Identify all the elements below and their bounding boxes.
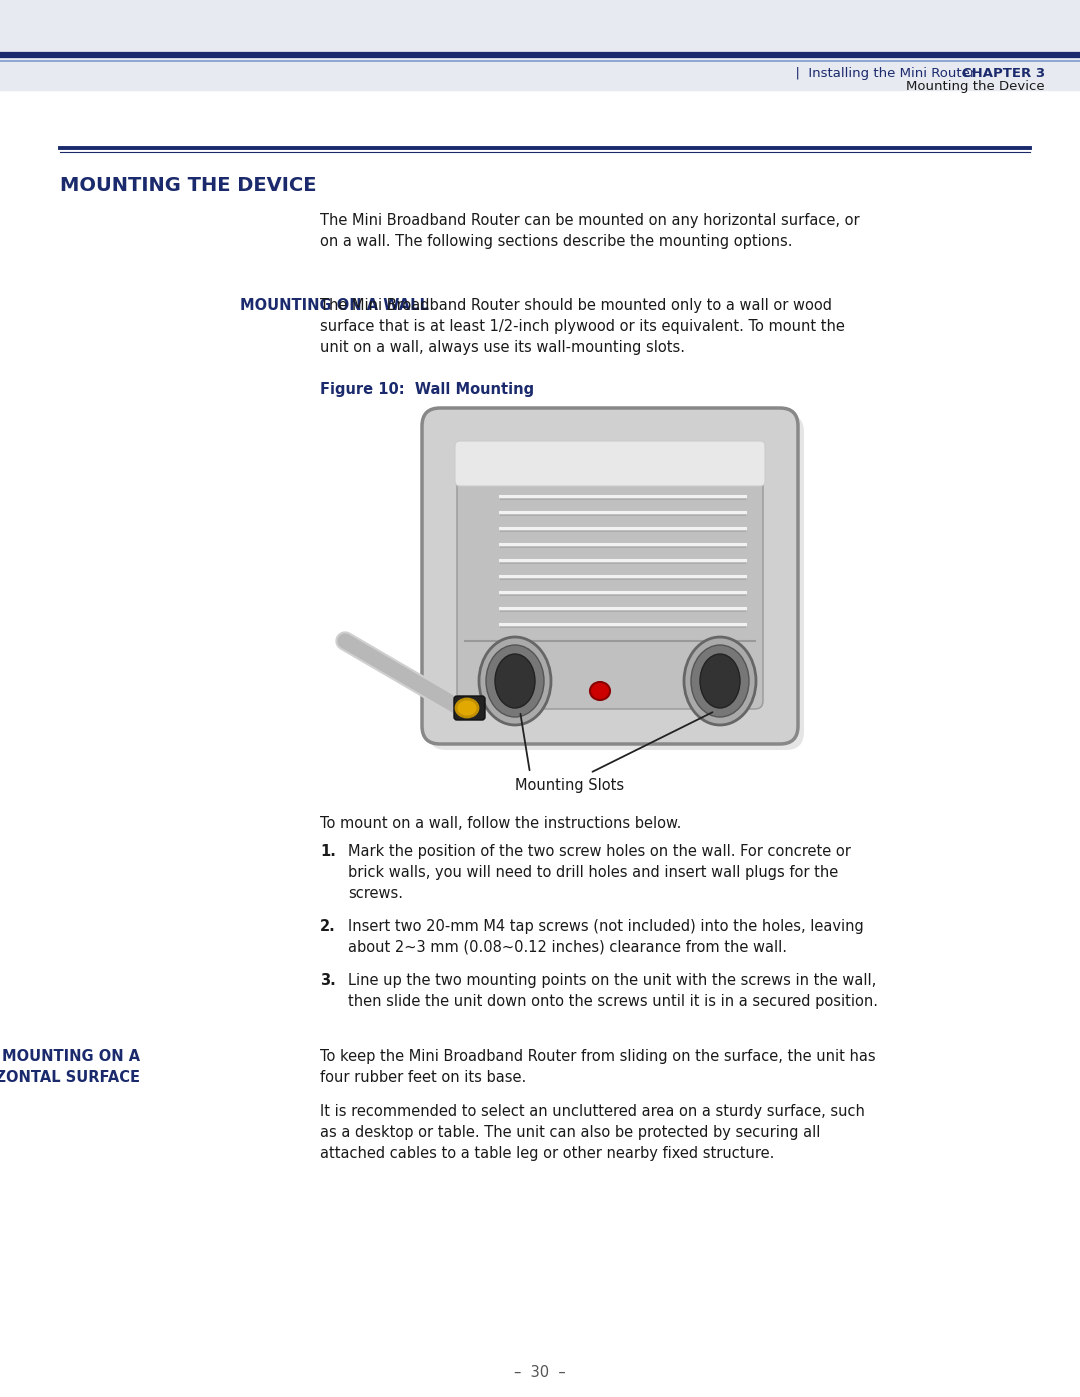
FancyBboxPatch shape <box>454 696 485 719</box>
Ellipse shape <box>700 654 740 708</box>
Text: 1.: 1. <box>320 844 336 859</box>
Text: To keep the Mini Broadband Router from sliding on the surface, the unit has: To keep the Mini Broadband Router from s… <box>320 1049 876 1065</box>
Text: Mark the position of the two screw holes on the wall. For concrete or: Mark the position of the two screw holes… <box>348 844 851 859</box>
Ellipse shape <box>495 654 535 708</box>
Ellipse shape <box>480 637 551 725</box>
Text: |  Installing the Mini Router: | Installing the Mini Router <box>786 67 975 80</box>
FancyBboxPatch shape <box>457 443 762 710</box>
Text: brick walls, you will need to drill holes and insert wall plugs for the: brick walls, you will need to drill hole… <box>348 865 838 880</box>
Text: MOUNTING THE DEVICE: MOUNTING THE DEVICE <box>60 176 316 196</box>
Text: as a desktop or table. The unit can also be protected by securing all: as a desktop or table. The unit can also… <box>320 1125 821 1140</box>
Text: MOUNTING ON A WALL: MOUNTING ON A WALL <box>240 298 429 313</box>
Ellipse shape <box>456 698 478 717</box>
Text: CHAPTER 3: CHAPTER 3 <box>962 67 1045 80</box>
Text: screws.: screws. <box>348 886 403 901</box>
Text: HORIZONTAL SURFACE: HORIZONTAL SURFACE <box>0 1070 140 1085</box>
Text: To mount on a wall, follow the instructions below.: To mount on a wall, follow the instructi… <box>320 816 681 831</box>
FancyBboxPatch shape <box>422 408 798 745</box>
Text: then slide the unit down onto the screws until it is in a secured position.: then slide the unit down onto the screws… <box>348 995 878 1009</box>
Text: on a wall. The following sections describe the mounting options.: on a wall. The following sections descri… <box>320 235 793 249</box>
Text: –  30  –: – 30 – <box>514 1365 566 1380</box>
Text: 2.: 2. <box>320 919 336 935</box>
Text: It is recommended to select an uncluttered area on a sturdy surface, such: It is recommended to select an unclutter… <box>320 1104 865 1119</box>
Text: about 2~3 mm (0.08~0.12 inches) clearance from the wall.: about 2~3 mm (0.08~0.12 inches) clearanc… <box>348 940 787 956</box>
Ellipse shape <box>486 645 544 717</box>
Text: attached cables to a table leg or other nearby fixed structure.: attached cables to a table leg or other … <box>320 1146 774 1161</box>
Text: unit on a wall, always use its wall-mounting slots.: unit on a wall, always use its wall-moun… <box>320 339 685 355</box>
Text: four rubber feet on its base.: four rubber feet on its base. <box>320 1070 526 1085</box>
Text: The Mini Broadband Router can be mounted on any horizontal surface, or: The Mini Broadband Router can be mounted… <box>320 212 860 228</box>
FancyBboxPatch shape <box>455 441 765 486</box>
Text: Line up the two mounting points on the unit with the screws in the wall,: Line up the two mounting points on the u… <box>348 972 876 988</box>
Bar <box>0 0 1080 89</box>
Text: Mounting Slots: Mounting Slots <box>515 778 624 793</box>
Text: Figure 10:  Wall Mounting: Figure 10: Wall Mounting <box>320 381 535 397</box>
Ellipse shape <box>590 682 610 700</box>
Text: The Mini Broadband Router should be mounted only to a wall or wood: The Mini Broadband Router should be moun… <box>320 298 832 313</box>
Text: Mounting the Device: Mounting the Device <box>906 80 1045 94</box>
Text: surface that is at least 1/2-inch plywood or its equivalent. To mount the: surface that is at least 1/2-inch plywoo… <box>320 319 845 334</box>
Text: MOUNTING ON A: MOUNTING ON A <box>2 1049 140 1065</box>
Text: Insert two 20-mm M4 tap screws (not included) into the holes, leaving: Insert two 20-mm M4 tap screws (not incl… <box>348 919 864 935</box>
Ellipse shape <box>691 645 750 717</box>
Text: 3.: 3. <box>320 972 336 988</box>
Ellipse shape <box>684 637 756 725</box>
FancyBboxPatch shape <box>428 414 804 750</box>
